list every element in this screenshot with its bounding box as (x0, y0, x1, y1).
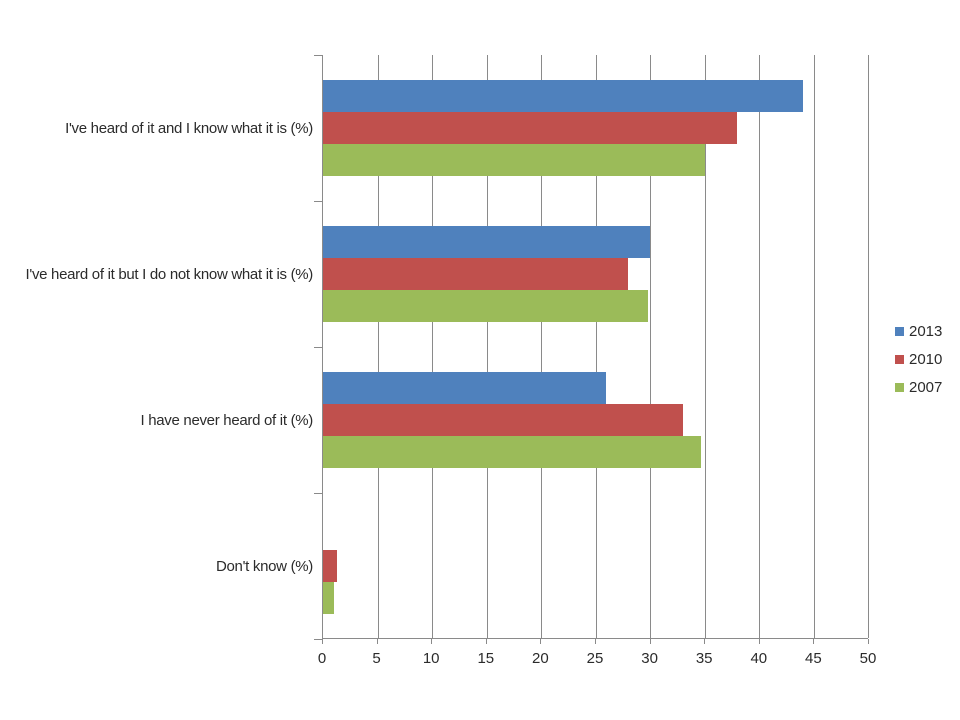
bar-2013-category-3 (323, 372, 607, 404)
gridline-45 (813, 55, 815, 638)
legend-label: 2013 (909, 323, 943, 340)
x-axis-tick-0 (322, 639, 323, 644)
x-axis-tick-label: 10 (422, 650, 440, 667)
x-axis-tick-40 (758, 639, 760, 644)
plot-area (322, 55, 869, 639)
legend-item-2013: 2013 (895, 322, 942, 341)
category-axis-tick-2 (314, 347, 322, 348)
x-axis-tick-label: 50 (859, 650, 877, 667)
x-axis-tick-label: 15 (477, 650, 495, 667)
x-axis-tick-label: 0 (317, 650, 327, 667)
legend-swatch-2013 (895, 327, 904, 336)
category-axis-ticks (314, 55, 322, 640)
category-axis-tick-1 (314, 201, 322, 202)
x-axis-tick-label: 45 (805, 650, 822, 667)
bar-2007-category-3 (323, 436, 702, 468)
x-axis-tick-35 (704, 639, 706, 644)
x-axis-tick-label: 20 (532, 650, 549, 667)
bar-2007-category-4 (323, 582, 334, 614)
bar-2013-category-1 (323, 80, 803, 112)
x-axis-tick-30 (649, 639, 651, 644)
x-axis-tick-label: 5 (372, 650, 381, 667)
x-axis-tick-label: 35 (695, 650, 713, 667)
bar-2013-category-2 (323, 226, 650, 258)
x-axis-tick-label: 25 (586, 650, 604, 667)
category-label: I have never heard of it (%) (140, 411, 313, 429)
bar-2010-category-3 (323, 404, 683, 436)
legend-item-2010: 2010 (895, 350, 942, 369)
category-axis-labels: I've heard of it and I know what it is (… (0, 55, 314, 639)
legend-label: 2010 (909, 351, 943, 368)
bar-2010-category-2 (323, 258, 629, 290)
gridline-35 (704, 55, 706, 638)
x-axis-tick-25 (595, 639, 596, 644)
gridline-10 (432, 55, 433, 638)
category-label: I've heard of it but I do not know what … (25, 265, 314, 283)
gridline-30 (650, 55, 651, 638)
category-label: Don't know (%) (215, 557, 313, 575)
x-axis-tick-label: 40 (750, 650, 768, 667)
legend-label: 2007 (909, 379, 943, 396)
bar-2010-category-1 (323, 112, 738, 144)
x-axis-tick-20 (540, 639, 542, 644)
x-axis-tick-labels: 0 5 10 15 20 25 30 35 40 45 50 (318, 650, 877, 668)
bar-2007-category-1 (323, 144, 705, 176)
bar-2010-category-4 (323, 550, 338, 582)
legend-swatch-2007 (895, 383, 904, 392)
gridline-25 (595, 55, 597, 638)
gridline-5 (377, 55, 379, 638)
x-axis-ticks (322, 639, 869, 644)
x-axis-tick-15 (485, 639, 487, 644)
x-axis-tick-label: 30 (641, 650, 658, 667)
bar-2007-category-2 (323, 290, 648, 322)
category-axis-tick-3 (314, 493, 322, 494)
category-axis-tick-4 (314, 639, 322, 640)
category-axis-tick-0 (314, 55, 322, 56)
x-axis-tick-5 (376, 639, 378, 644)
x-axis-tick-10 (431, 639, 433, 644)
gridline-20 (541, 55, 542, 638)
legend-item-2007: 2007 (895, 378, 942, 397)
gridline-40 (759, 55, 760, 638)
x-axis-tick-50 (868, 639, 869, 644)
gridline-50 (868, 55, 869, 638)
category-label: I've heard of it and I know what it is (… (65, 119, 313, 137)
gridline-15 (486, 55, 488, 638)
x-axis-tick-45 (813, 639, 815, 644)
legend: 2013 2010 2007 (895, 322, 942, 406)
legend-swatch-2010 (895, 355, 904, 364)
